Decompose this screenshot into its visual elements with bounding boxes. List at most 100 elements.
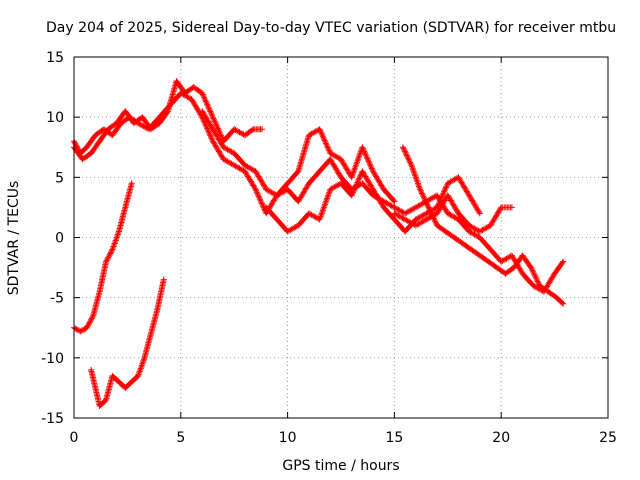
- data-point: [419, 188, 421, 191]
- data-point: [547, 290, 549, 293]
- data-point: [86, 327, 88, 329]
- data-point: [382, 188, 385, 191]
- x-tick-label: 5: [176, 430, 185, 446]
- data-point: [111, 134, 114, 136]
- data-point: [468, 224, 471, 227]
- series-track-7: [71, 180, 135, 335]
- axis-ticks: 0 5 10 15 20 25 -15 -10 -5 0 5 10 15: [41, 50, 617, 446]
- data-point: [105, 260, 107, 263]
- series-track-4: [263, 168, 483, 235]
- data-point: [487, 260, 490, 263]
- data-point: [192, 86, 195, 88]
- data-point: [222, 146, 225, 149]
- data-point: [308, 134, 310, 136]
- data-point: [212, 116, 214, 118]
- y-tick-label: 15: [46, 50, 64, 66]
- data-point: [415, 218, 417, 221]
- data-point: [329, 158, 332, 161]
- x-tick-label: 10: [279, 430, 297, 446]
- data-point: [382, 200, 385, 203]
- data-point: [511, 254, 513, 257]
- x-tick-label: 15: [385, 430, 403, 446]
- data-point: [162, 278, 165, 281]
- data-point: [410, 164, 413, 167]
- data-point: [462, 242, 464, 245]
- data-point: [329, 152, 332, 155]
- data-point: [118, 381, 120, 383]
- data-point: [538, 284, 541, 287]
- data-point: [133, 122, 135, 124]
- data-point: [297, 224, 300, 227]
- data-point: [340, 176, 342, 179]
- y-tick-label: 0: [55, 231, 64, 247]
- data-point: [436, 212, 438, 215]
- data-point: [276, 218, 278, 221]
- data-point: [404, 230, 406, 233]
- x-tick-label: 25: [599, 430, 617, 446]
- data-point: [470, 248, 473, 251]
- data-point: [212, 128, 214, 130]
- data-point: [124, 387, 127, 389]
- data-point: [233, 152, 235, 155]
- data-point: [444, 230, 447, 233]
- data-point: [252, 128, 255, 130]
- data-point: [98, 290, 101, 293]
- data-point: [496, 266, 498, 269]
- data-point: [175, 80, 178, 82]
- data-point: [457, 218, 460, 221]
- data-point: [479, 212, 481, 215]
- data-point: [233, 164, 235, 167]
- data-point: [120, 122, 122, 124]
- data-point: [254, 170, 257, 173]
- series-markers: [71, 180, 135, 335]
- data-point: [143, 357, 146, 359]
- data-point: [308, 212, 310, 215]
- series-track-5: [399, 144, 567, 307]
- data-point: [521, 254, 524, 257]
- data-point: [79, 330, 82, 333]
- data-point: [111, 248, 114, 251]
- data-point: [404, 218, 406, 221]
- data-point: [340, 158, 342, 161]
- data-point: [479, 230, 481, 233]
- data-point: [500, 260, 503, 263]
- data-point: [436, 224, 438, 227]
- data-series: [71, 78, 567, 409]
- data-point: [361, 170, 364, 173]
- data-point: [372, 170, 374, 173]
- data-point: [489, 224, 492, 227]
- data-point: [265, 188, 268, 191]
- y-tick-label: 10: [46, 110, 64, 126]
- data-point: [468, 194, 471, 197]
- data-point: [124, 110, 127, 112]
- data-point: [130, 381, 133, 383]
- data-point: [511, 206, 513, 209]
- data-point: [447, 212, 449, 215]
- chart-title: Day 204 of 2025, Sidereal Day-to-day VTE…: [46, 20, 616, 36]
- data-point: [150, 128, 152, 130]
- series-track-3: [199, 108, 398, 205]
- data-point: [447, 194, 449, 197]
- data-point: [130, 182, 133, 185]
- data-point: [103, 128, 105, 130]
- data-point: [286, 182, 289, 185]
- data-point: [244, 164, 246, 167]
- data-point: [393, 218, 396, 221]
- data-point: [489, 248, 492, 251]
- data-point: [158, 122, 161, 124]
- data-point: [532, 284, 534, 287]
- data-point: [150, 333, 152, 335]
- data-point: [141, 116, 144, 118]
- data-point: [297, 200, 300, 203]
- data-point: [402, 146, 404, 149]
- data-point: [404, 212, 406, 215]
- data-point: [361, 146, 364, 149]
- data-point: [124, 206, 127, 209]
- x-axis-label: GPS time / hours: [282, 458, 399, 474]
- y-tick-label: -10: [41, 351, 64, 367]
- data-point: [500, 206, 503, 209]
- data-point: [308, 182, 310, 185]
- data-point: [222, 158, 225, 161]
- data-point: [92, 314, 94, 317]
